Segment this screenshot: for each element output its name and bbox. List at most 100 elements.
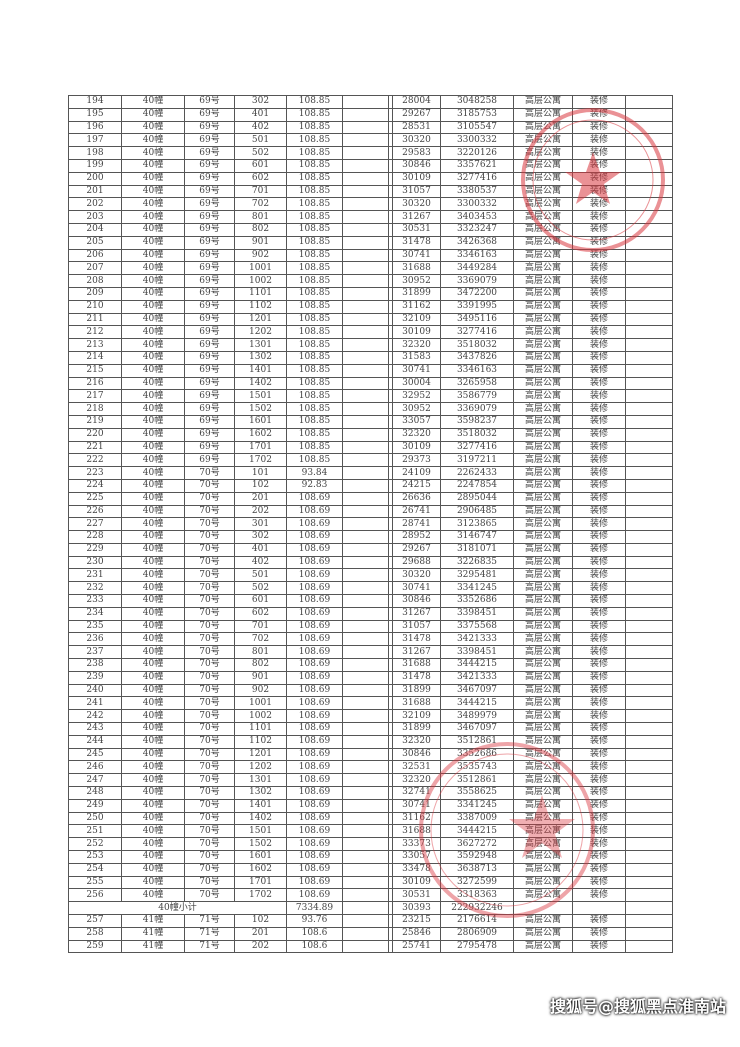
cell-row-number: 203 — [68, 210, 122, 224]
cell-room: 1301 — [234, 773, 287, 788]
cell-area: 92.83 — [286, 478, 343, 493]
cell-total-price: 3220126 — [440, 146, 514, 160]
cell-blank — [342, 555, 389, 570]
cell-unit: 70号 — [184, 811, 235, 826]
cell-decoration: 装修 — [572, 350, 626, 365]
cell-area: 108.69 — [286, 683, 343, 698]
cell-row-number: 230 — [68, 555, 122, 570]
cell-unit: 71号 — [184, 939, 235, 954]
cell-unit-price: 31688 — [392, 658, 441, 672]
cell-property-type: 高层公寓 — [513, 402, 573, 416]
cell-remark — [625, 504, 673, 519]
table-row: 208 40幢 69号 1002 108.85 30952 3369079 高层公寓 装修 — [68, 274, 673, 288]
cell-remark — [625, 568, 673, 583]
cell-area: 108.69 — [286, 594, 343, 608]
cell-remark — [625, 274, 673, 288]
cell-area: 108.69 — [286, 632, 343, 647]
cell-unit-price: 28531 — [392, 120, 441, 135]
cell-unit-price: 31899 — [392, 286, 441, 301]
cell-property-type: 高层公寓 — [513, 517, 573, 532]
table-row: 240 40幢 70号 902 108.69 31899 3467097 高层公寓 装修 — [68, 683, 673, 698]
cell-unit: 70号 — [184, 850, 235, 864]
cell-building: 40幢 — [121, 299, 185, 314]
cell-decoration: 装修 — [572, 210, 626, 224]
cell-property-type: 高层公寓 — [513, 504, 573, 519]
table-row: 256 40幢 70号 1702 108.69 30531 3318363 高层公寓 装修 — [68, 888, 673, 903]
cell-unit: 70号 — [184, 722, 235, 736]
cell-unit: 69号 — [184, 222, 235, 237]
cell-property-type: 高层公寓 — [513, 875, 573, 890]
cell-area: 108.69 — [286, 747, 343, 762]
cell-unit: 70号 — [184, 645, 235, 660]
table-row: 228 40幢 70号 302 108.69 28952 3146747 高层公寓 装修 — [68, 530, 673, 544]
cell-property-type: 高层公寓 — [513, 760, 573, 775]
cell-decoration: 装修 — [572, 734, 626, 749]
cell-room: 402 — [234, 555, 287, 570]
cell-property-type: 高层公寓 — [513, 824, 573, 839]
cell-area: 108.85 — [286, 338, 343, 352]
cell-unit: 69号 — [184, 376, 235, 391]
cell-row-number: 194 — [68, 95, 122, 109]
cell-building: 40幢 — [121, 581, 185, 596]
table-row: 204 40幢 69号 802 108.85 30531 3323247 高层公寓 装修 — [68, 222, 673, 237]
cell-total-price: 3495116 — [440, 312, 514, 327]
cell-total-price: 3512861 — [440, 773, 514, 788]
cell-row-number: 248 — [68, 786, 122, 800]
cell-room: 602 — [234, 606, 287, 621]
cell-row-number: 206 — [68, 248, 122, 263]
cell-unit-price: 31688 — [392, 824, 441, 839]
cell-unit-price: 26741 — [392, 504, 441, 519]
cell-building: 40幢 — [121, 376, 185, 391]
cell-unit: 69号 — [184, 171, 235, 186]
cell-area: 108.85 — [286, 312, 343, 327]
cell-room: 1101 — [234, 722, 287, 736]
cell-blank — [342, 606, 389, 621]
cell-area: 108.69 — [286, 491, 343, 506]
cell-decoration: 装修 — [572, 658, 626, 672]
cell-room: 1201 — [234, 747, 287, 762]
cell-unit-price: 33478 — [392, 862, 441, 877]
cell-property-type: 高层公寓 — [513, 107, 573, 122]
cell-row-number: 200 — [68, 171, 122, 186]
cell-unit: 69号 — [184, 312, 235, 327]
cell-building: 40幢 — [121, 709, 185, 724]
cell-total-price: 3449284 — [440, 261, 514, 276]
cell-remark — [625, 338, 673, 352]
cell-total-price: 2906485 — [440, 504, 514, 519]
cell-row-number: 228 — [68, 530, 122, 544]
cell-building: 40幢 — [121, 850, 185, 864]
cell-property-type: 高层公寓 — [513, 581, 573, 596]
cell-unit-price: 30109 — [392, 171, 441, 186]
cell-building: 40幢 — [121, 722, 185, 736]
cell-row-number: 245 — [68, 747, 122, 762]
cell-building: 40幢 — [121, 734, 185, 749]
cell-building: 41幢 — [121, 939, 185, 954]
cell-decoration: 装修 — [572, 594, 626, 608]
cell-remark — [625, 888, 673, 903]
table-row: 221 40幢 69号 1701 108.85 30109 3277416 高层公寓 装修 — [68, 440, 673, 455]
cell-blank — [342, 491, 389, 506]
table-row: 230 40幢 70号 402 108.69 29688 3226835 高层公寓 装修 — [68, 555, 673, 570]
cell-blank — [342, 107, 389, 122]
cell-room: 601 — [234, 158, 287, 173]
cell-blank — [342, 926, 389, 941]
cell-room: 901 — [234, 235, 287, 250]
cell-area: 108.85 — [286, 325, 343, 340]
cell-room: 602 — [234, 171, 287, 186]
cell-row-number: 197 — [68, 133, 122, 148]
cell-unit: 69号 — [184, 133, 235, 148]
cell-unit-price: 30320 — [392, 133, 441, 148]
table-row: 207 40幢 69号 1001 108.85 31688 3449284 高层公寓 装修 — [68, 261, 673, 276]
cell-unit: 70号 — [184, 466, 235, 480]
cell-remark — [625, 402, 673, 416]
cell-building: 40幢 — [121, 517, 185, 532]
table-row: 229 40幢 70号 401 108.69 29267 3181071 高层公寓 装修 — [68, 542, 673, 557]
cell-blank — [342, 389, 389, 404]
cell-remark — [625, 440, 673, 455]
cell-property-type: 高层公寓 — [513, 222, 573, 237]
cell-unit-price: 29373 — [392, 453, 441, 468]
cell-total-price: 3592948 — [440, 850, 514, 864]
cell-property-type: 高层公寓 — [513, 862, 573, 877]
cell-unit-price: 32531 — [392, 760, 441, 775]
cell-unit: 69号 — [184, 95, 235, 109]
